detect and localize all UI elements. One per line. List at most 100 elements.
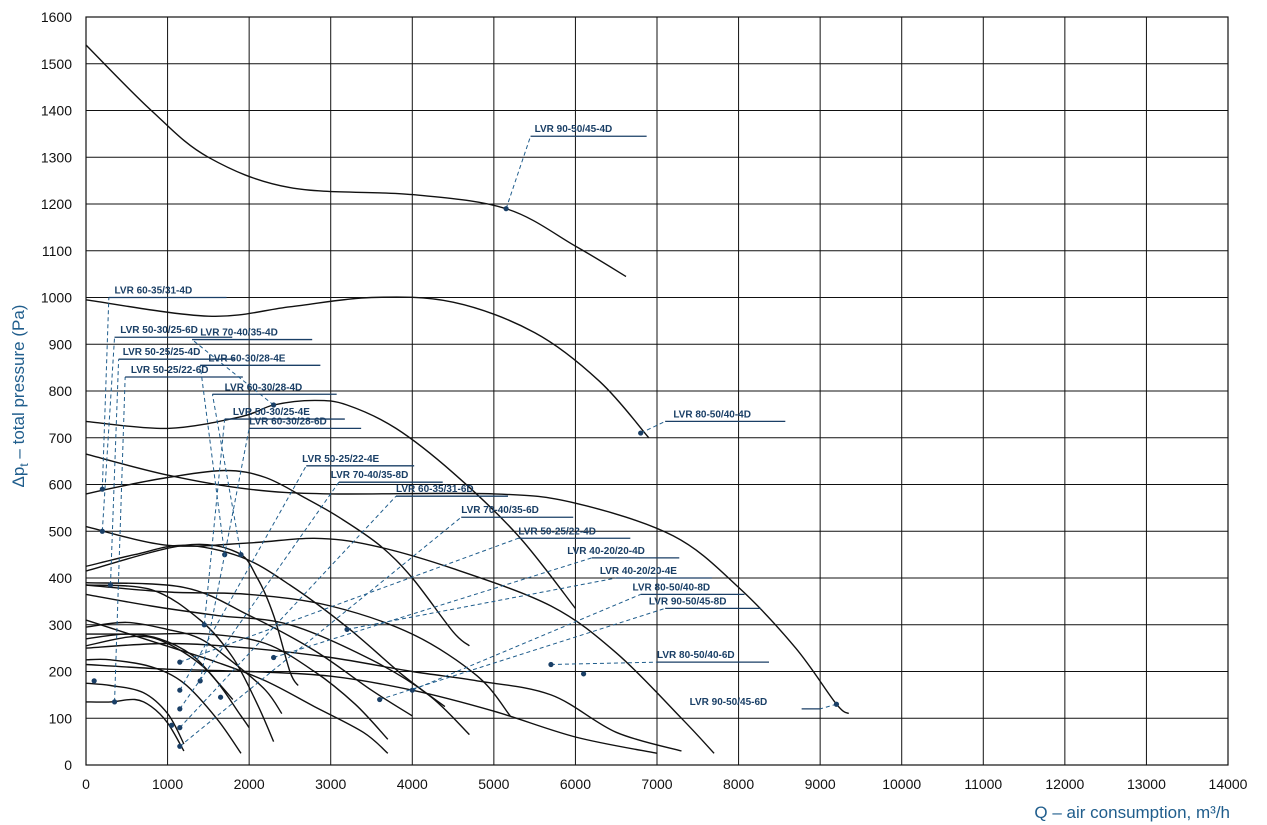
anchor-point [197, 678, 203, 684]
series-line [85, 543, 299, 686]
anchor-point [238, 552, 244, 558]
x-tick-label: 8000 [723, 776, 754, 792]
anchor-point [107, 582, 114, 588]
anchor-point [271, 402, 277, 408]
series-label: LVR 60-30/28-4E [208, 353, 285, 364]
x-tick-label: 9000 [805, 776, 836, 792]
series-label: LVR 80-50/40-6D [657, 650, 735, 661]
leader-line [379, 607, 666, 701]
leader-line [179, 516, 462, 747]
series-label: LVR 60-30/28-6D [249, 416, 327, 427]
leader-line [179, 495, 397, 728]
leader-line [179, 465, 307, 691]
anchor-point [177, 725, 183, 731]
series-label: LVR 40-20/20-4E [600, 566, 677, 577]
y-tick-label: 0 [64, 757, 72, 773]
x-tick-label: 4000 [397, 776, 428, 792]
anchor-point [503, 206, 509, 212]
series-line [85, 582, 413, 717]
y-tick-label: 200 [49, 664, 73, 680]
x-tick-label: 12000 [1045, 776, 1084, 792]
y-axis-title-rest: – total pressure (Pa) [9, 305, 28, 464]
series-line [85, 296, 650, 439]
series-label: LVR 70-40/35-4D [200, 328, 278, 339]
anchor-point [833, 701, 840, 707]
anchor-point [91, 678, 97, 684]
y-tick-label: 600 [49, 477, 73, 493]
x-tick-label: 3000 [315, 776, 346, 792]
x-tick-label: 10000 [882, 776, 921, 792]
y-tick-label: 1400 [41, 103, 72, 119]
series-label: LVR 40-20/20-4D [567, 546, 645, 557]
anchor-point [177, 706, 183, 712]
series-line [85, 399, 576, 609]
anchor-point [580, 671, 587, 677]
series-label: LVR 60-30/28-4D [225, 382, 303, 393]
y-axis-title-main: Δp [9, 467, 28, 488]
x-axis-title: Q – air consumption, m³/h [1034, 803, 1230, 822]
anchor-point [177, 687, 183, 693]
y-tick-label: 300 [49, 617, 73, 633]
series-label: LVR 50-25/22-4E [302, 454, 379, 465]
leader-line [109, 359, 120, 586]
series-label: LVR 90-50/45-6D [690, 697, 768, 708]
leader-lines: LVR 90-50/45-4D LVR 60-35/31-4D LVR 50-30/… [91, 124, 840, 749]
series-line [86, 632, 389, 740]
y-tick-label: 700 [49, 430, 73, 446]
x-tick-label: 5000 [478, 776, 509, 792]
anchor-point [377, 696, 383, 703]
leader-line [114, 376, 126, 702]
series-line [85, 453, 850, 715]
leader-line [211, 394, 242, 555]
series-line [85, 621, 283, 714]
series-line [85, 44, 627, 278]
x-tick-label: 11000 [964, 776, 1002, 792]
y-axis-title: Δpt – total pressure (Pa) [9, 305, 31, 488]
anchor-point [344, 626, 350, 633]
anchor-point [99, 486, 105, 492]
leader-line [640, 420, 666, 434]
series-label: LVR 60-35/31-6D [396, 484, 474, 495]
series-label: LVR 70-40/35-6D [461, 505, 539, 516]
series-line [85, 584, 511, 717]
series-label: LVR 80-50/40-4D [673, 409, 751, 420]
x-tick-label: 0 [82, 776, 90, 792]
leader-line [101, 337, 116, 532]
leader-line [820, 703, 837, 710]
x-axis-ticks: 0 1000 2000 3000 4000 5000 6000 7000 8000 9000 100… [82, 776, 1248, 792]
anchor-point [177, 659, 183, 665]
series-line [85, 469, 470, 647]
y-axis-ticks: 0 100 200 300 400 500 600 700 800 900 1000 1100 1200… [41, 9, 72, 773]
x-tick-label: 1000 [152, 776, 183, 792]
series-line [85, 682, 185, 745]
anchor-point [638, 430, 644, 436]
leader-line [101, 297, 110, 490]
y-tick-label: 400 [49, 570, 73, 586]
series-label: LVR 60-35/31-4D [115, 286, 193, 297]
series-line [85, 584, 275, 742]
leader-line [505, 136, 532, 209]
y-tick-label: 900 [49, 336, 73, 352]
y-tick-label: 1600 [41, 9, 72, 25]
series-label: LVR 70-40/35-8D [331, 470, 409, 481]
x-tick-label: 2000 [234, 776, 265, 792]
leader-line [550, 661, 658, 665]
series-label: LVR 90-50/45-8D [649, 596, 727, 607]
series-line [85, 593, 470, 736]
y-tick-label: 100 [49, 710, 73, 726]
y-tick-label: 500 [49, 523, 73, 539]
anchor-point [217, 694, 224, 700]
series-label: LVR 50-30/25-6D [120, 325, 198, 336]
x-tick-label: 7000 [641, 776, 672, 792]
series-label: LVR 50-25/25-4D [123, 347, 201, 358]
y-tick-label: 1000 [41, 290, 72, 306]
grid [85, 16, 1229, 766]
series-line [85, 663, 658, 754]
leader-line [203, 419, 226, 625]
x-tick-label: 6000 [560, 776, 591, 792]
series-label: LVR 50-30/25-4E [233, 407, 310, 418]
leader-line [412, 593, 641, 691]
x-tick-label: 14000 [1209, 776, 1248, 792]
y-tick-label: 800 [49, 383, 73, 399]
